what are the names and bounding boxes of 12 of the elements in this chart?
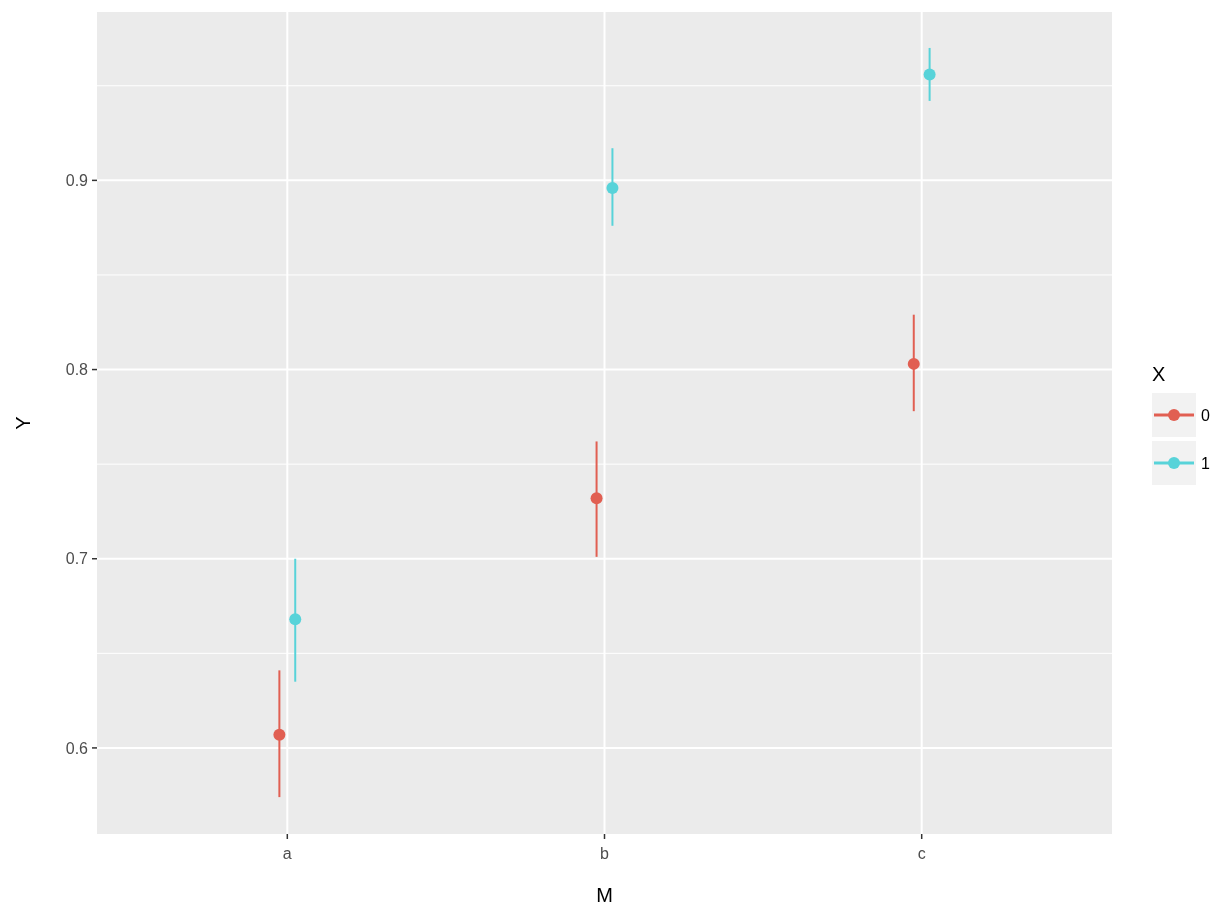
legend-label: 0 xyxy=(1201,406,1210,424)
y-axis-title: Y xyxy=(12,416,34,430)
x-axis-title: M xyxy=(596,884,613,906)
y-tick-label: 0.6 xyxy=(65,739,89,757)
y-tick-label: 0.7 xyxy=(65,550,89,568)
x-tick-label: a xyxy=(282,845,292,862)
x-tick-label: b xyxy=(600,845,610,862)
legend-label: 1 xyxy=(1201,454,1210,472)
y-tick-label: 0.9 xyxy=(65,171,89,189)
y-tick-label: 0.8 xyxy=(65,361,89,379)
x-tick-label: c xyxy=(917,845,926,862)
legend-title: X xyxy=(1152,363,1166,385)
